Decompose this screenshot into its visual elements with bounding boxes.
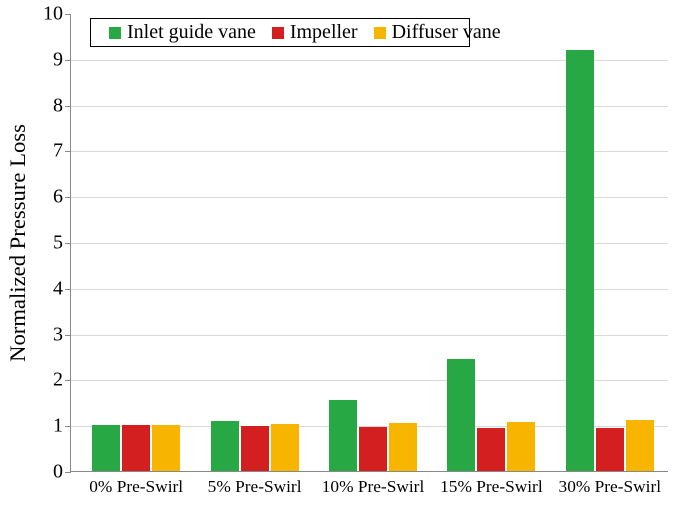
bar [566,50,594,471]
bar [122,425,150,471]
legend-item: Diffuser vane [374,21,501,44]
pressure-loss-chart: Normalized Pressure Loss0123456789100% P… [0,0,685,519]
legend-label: Impeller [290,21,358,44]
bar [626,420,654,471]
y-tick-label: 4 [53,277,71,300]
legend-label: Inlet guide vane [127,21,256,44]
x-category-label: 5% Pre-Swirl [208,471,302,497]
legend-swatch [272,27,284,39]
bar [329,400,357,471]
bar [92,425,120,471]
x-category-label: 10% Pre-Swirl [322,471,425,497]
y-tick-label: 8 [53,94,71,117]
bar [211,421,239,471]
plot-area: 0123456789100% Pre-Swirl5% Pre-Swirl10% … [70,14,668,472]
bar [596,428,624,471]
y-tick-label: 1 [53,415,71,438]
y-axis-title: Normalized Pressure Loss [5,124,31,362]
legend-swatch [374,27,386,39]
legend-item: Inlet guide vane [109,21,256,44]
y-tick-label: 6 [53,186,71,209]
y-tick-label: 0 [53,461,71,484]
legend-label: Diffuser vane [392,21,501,44]
y-tick-label: 10 [43,3,71,26]
x-category-label: 15% Pre-Swirl [440,471,543,497]
legend-item: Impeller [272,21,358,44]
bar [359,427,387,471]
bar [241,426,269,471]
bar [477,428,505,472]
bar [507,422,535,471]
bar [389,423,417,471]
y-tick-label: 5 [53,232,71,255]
x-category-label: 30% Pre-Swirl [559,471,662,497]
y-tick-label: 3 [53,323,71,346]
bar [447,359,475,471]
legend-swatch [109,27,121,39]
bar [152,425,180,471]
x-category-label: 0% Pre-Swirl [89,471,183,497]
y-tick-label: 2 [53,369,71,392]
bar [271,424,299,471]
y-tick-label: 9 [53,48,71,71]
legend: Inlet guide vaneImpellerDiffuser vane [90,18,470,47]
y-tick-label: 7 [53,140,71,163]
